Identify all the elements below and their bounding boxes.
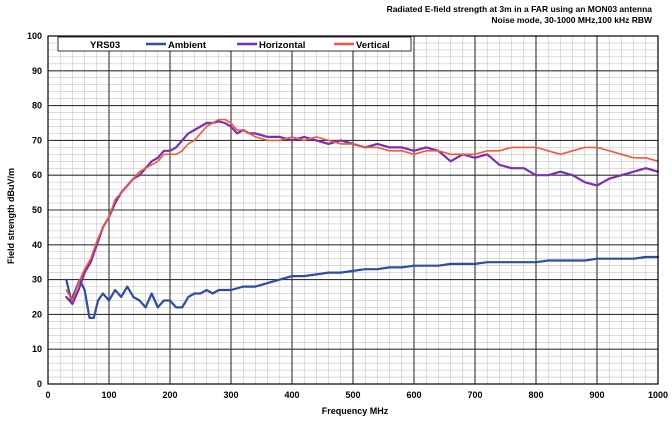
x-axis-label: Frequency MHz <box>322 406 389 416</box>
chart-subtitle: Noise mode, 30-1000 MHz,100 kHz RBW <box>491 15 653 25</box>
plot-area-frame <box>47 35 659 385</box>
x-axis-tick-labels: 0 100 200 300 400 500 600 700 800 900 1000 <box>45 390 668 400</box>
x-tick-label: 200 <box>162 390 177 400</box>
x-tick-label: 500 <box>345 390 360 400</box>
x-tick-label: 1000 <box>648 390 668 400</box>
series-line-ambient <box>65 255 660 319</box>
legend-entry-vertical: Vertical <box>356 40 390 51</box>
major-gridlines <box>48 36 658 384</box>
x-tick-label: 400 <box>284 390 299 400</box>
y-tick-label: 20 <box>32 309 42 319</box>
y-tick-label: 90 <box>32 66 42 76</box>
series-layer <box>65 118 660 319</box>
y-axis-label: Field strength dBuV/m <box>6 168 16 264</box>
chart-title: Radiated E-field strength at 3m in a FAR… <box>387 4 653 14</box>
y-tick-label: 50 <box>32 205 42 215</box>
x-tick-label: 700 <box>467 390 482 400</box>
x-tick-label: 100 <box>101 390 116 400</box>
series-line-horizontal <box>65 120 660 306</box>
x-tick-label: 300 <box>223 390 238 400</box>
series-line-vertical <box>65 118 659 302</box>
y-tick-label: 80 <box>32 101 42 111</box>
legend-entry-ambient: Ambient <box>168 40 207 51</box>
x-tick-label: 0 <box>45 390 50 400</box>
y-tick-label: 70 <box>32 135 42 145</box>
legend-box <box>57 36 412 52</box>
x-tick-label: 800 <box>528 390 543 400</box>
x-tick-label: 900 <box>589 390 604 400</box>
legend: YRS03 Ambient Horizontal Vertical <box>57 36 412 52</box>
legend-entry-horizontal: Horizontal <box>259 40 305 51</box>
y-tick-label: 40 <box>32 240 42 250</box>
y-axis-tick-labels: 0 10 20 30 40 50 60 70 80 90 100 <box>27 31 42 389</box>
y-tick-label: 0 <box>37 379 42 389</box>
y-tick-label: 60 <box>32 170 42 180</box>
y-tick-label: 100 <box>27 31 42 41</box>
legend-label: YRS03 <box>90 40 120 51</box>
x-tick-label: 600 <box>406 390 421 400</box>
y-tick-label: 10 <box>32 344 42 354</box>
y-tick-label: 30 <box>32 275 42 285</box>
